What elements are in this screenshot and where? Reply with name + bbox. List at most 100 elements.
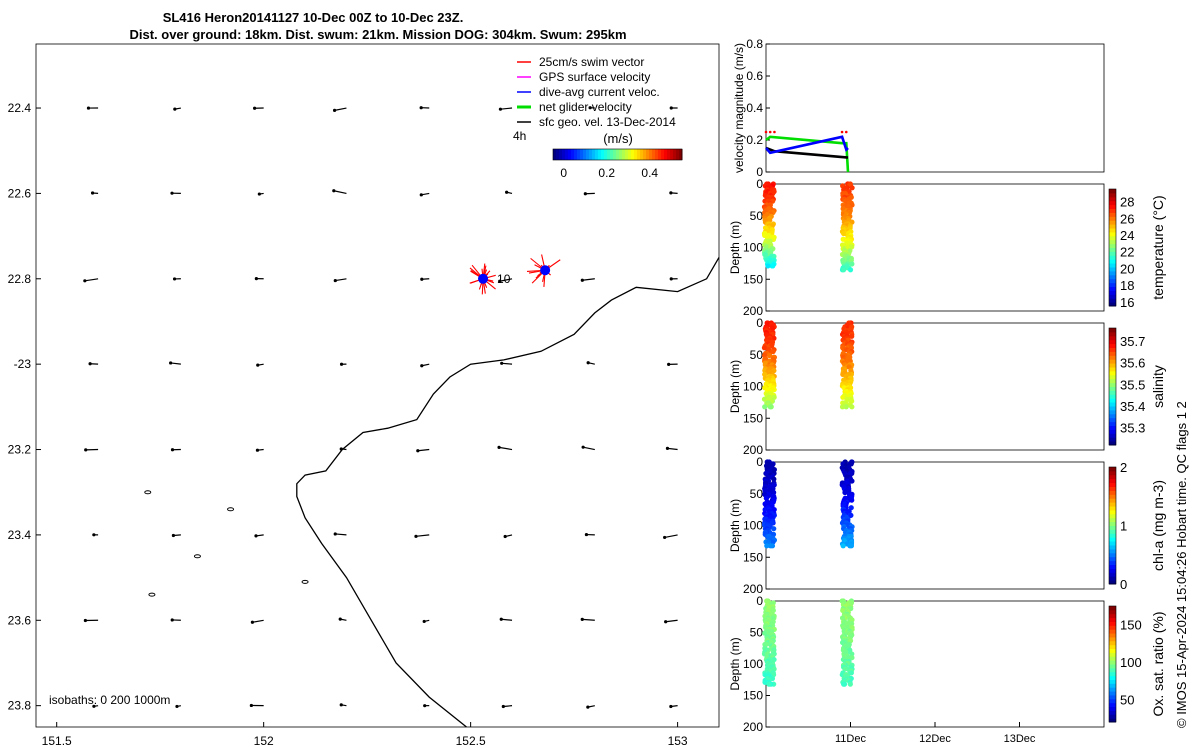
variable-colorbar-tick: 28 [1120,195,1134,210]
variable-colorbar-cell [1109,478,1116,484]
speed-colorbar-cell [631,149,635,160]
variable-colorbar-cell [1109,470,1116,476]
variable-colorbar-cell [1109,714,1116,719]
variable-colorbar-cell [1109,576,1116,581]
panel-y-tick-label: 0.8 [746,37,763,51]
profile-point [849,404,855,410]
geo-velocity-arrowhead [170,618,174,622]
geo-velocity-arrow [582,278,595,281]
panel-y-tick-label: 150 [743,272,763,286]
island-outline [301,579,309,584]
geo-velocity-arrow [333,190,347,194]
profile-point [849,478,855,484]
geo-velocity-arrowhead [84,448,88,452]
geo-velocity-arrowhead [257,192,261,196]
map-x-tick-label: 152.5 [456,734,486,748]
speed-colorbar-cell [565,149,569,160]
speed-colorbar-cell [574,149,578,160]
geo-velocity-arrowhead [169,361,173,365]
variable-colorbar-tick: 150 [1120,618,1142,633]
variable-colorbar-cell [1109,537,1116,542]
variable-colorbar-cell [1109,231,1116,237]
variable-colorbar-cell [1109,580,1116,585]
profile-point [770,348,776,355]
profile-point [770,615,776,621]
panel-y-tick-label: 0 [756,177,763,191]
geo-velocity-arrowhead [665,446,670,450]
speed-colorbar-cell [583,149,587,160]
speed-colorbar-cell [592,149,596,160]
profile-point [769,263,775,269]
panel-4-box [765,600,1105,728]
geo-velocity-arrowhead [173,107,177,111]
variable-colorbar-cell [1109,660,1116,665]
variable-colorbar-cell [1109,286,1116,291]
profile-point [848,345,855,351]
geo-velocity-arrowhead [669,106,673,110]
variable-colorbar-cell [1109,390,1116,395]
speed-colorbar-cell [649,149,653,160]
variable-colorbar-cell [1109,216,1116,221]
variable-colorbar-cell [1109,486,1116,491]
swim-speed-point [773,130,776,134]
coastline [296,257,720,728]
variable-label: chl-a (mg m-3) [1150,480,1166,571]
variable-colorbar-cell [1109,343,1116,348]
map-y-tick-label: 23.4 [8,528,32,542]
geo-velocity-arrowhead [416,449,420,453]
variable-label: temperature (°C) [1150,195,1166,299]
geo-velocity-arrowhead [92,533,96,537]
profile-point [848,543,855,549]
geo-velocity-arrowhead [256,363,260,367]
profile-point [842,666,848,672]
panel-y-tick-label: 100 [743,519,763,533]
speed-colorbar-cell [568,149,572,160]
variable-colorbar-cell [1109,533,1116,538]
profile-point [848,670,854,676]
geo-velocity-arrowhead [170,448,175,452]
speed-colorbar-cell [676,149,680,160]
variable-colorbar-cell [1109,429,1116,434]
panel-y-tick-label: 0.4 [746,101,763,115]
panel-y-tick-label: 100 [743,657,763,671]
panel-y-tick-label: 0 [756,316,763,330]
variable-colorbar-cell [1109,421,1116,426]
geo-velocity-arrow [665,619,678,623]
variable-colorbar-cell [1109,228,1116,233]
footer-credit: © IMOS 15-Apr-2024 15:04:26 Hobart time.… [1174,401,1189,728]
geo-velocity-arrowhead [333,278,337,283]
variable-colorbar-tick: 35.4 [1120,399,1145,414]
panel-y-tick-label: 200 [743,720,763,734]
map-y-tick-label: 22.4 [8,101,32,115]
velocity-series-line [765,146,849,159]
variable-colorbar-cell [1109,644,1116,650]
panel-y-tick-label: 0.2 [746,133,763,147]
geo-velocity-arrow [335,278,347,282]
variable-colorbar-tick: 35.7 [1120,334,1145,349]
variable-colorbar-cell [1109,552,1116,558]
variable-colorbar-cell [1109,698,1116,704]
geo-velocity-arrowhead [172,277,177,281]
speed-colorbar-cell [664,149,668,160]
island-outline [193,554,201,559]
variable-colorbar-cell [1109,513,1116,519]
variable-colorbar-cell [1109,243,1116,248]
profile-point [771,476,777,482]
profile-point [767,543,774,549]
profile-point [849,621,855,627]
legend-label: dive-avg current veloc. [539,85,660,99]
profile-point [847,681,853,687]
variable-colorbar-tick: 2 [1120,460,1127,475]
variable-colorbar-cell [1109,339,1116,345]
variable-colorbar-cell [1109,413,1116,419]
variable-colorbar-cell [1109,367,1116,372]
geo-velocity-arrow [498,446,513,451]
variable-colorbar-cell [1109,710,1116,715]
variable-colorbar-cell [1109,606,1116,611]
variable-colorbar-cell [1109,545,1116,550]
profile-point [847,267,854,273]
variable-colorbar-cell [1109,502,1116,507]
speed-colorbar-cell [640,149,644,160]
variable-colorbar-cell [1109,282,1116,287]
